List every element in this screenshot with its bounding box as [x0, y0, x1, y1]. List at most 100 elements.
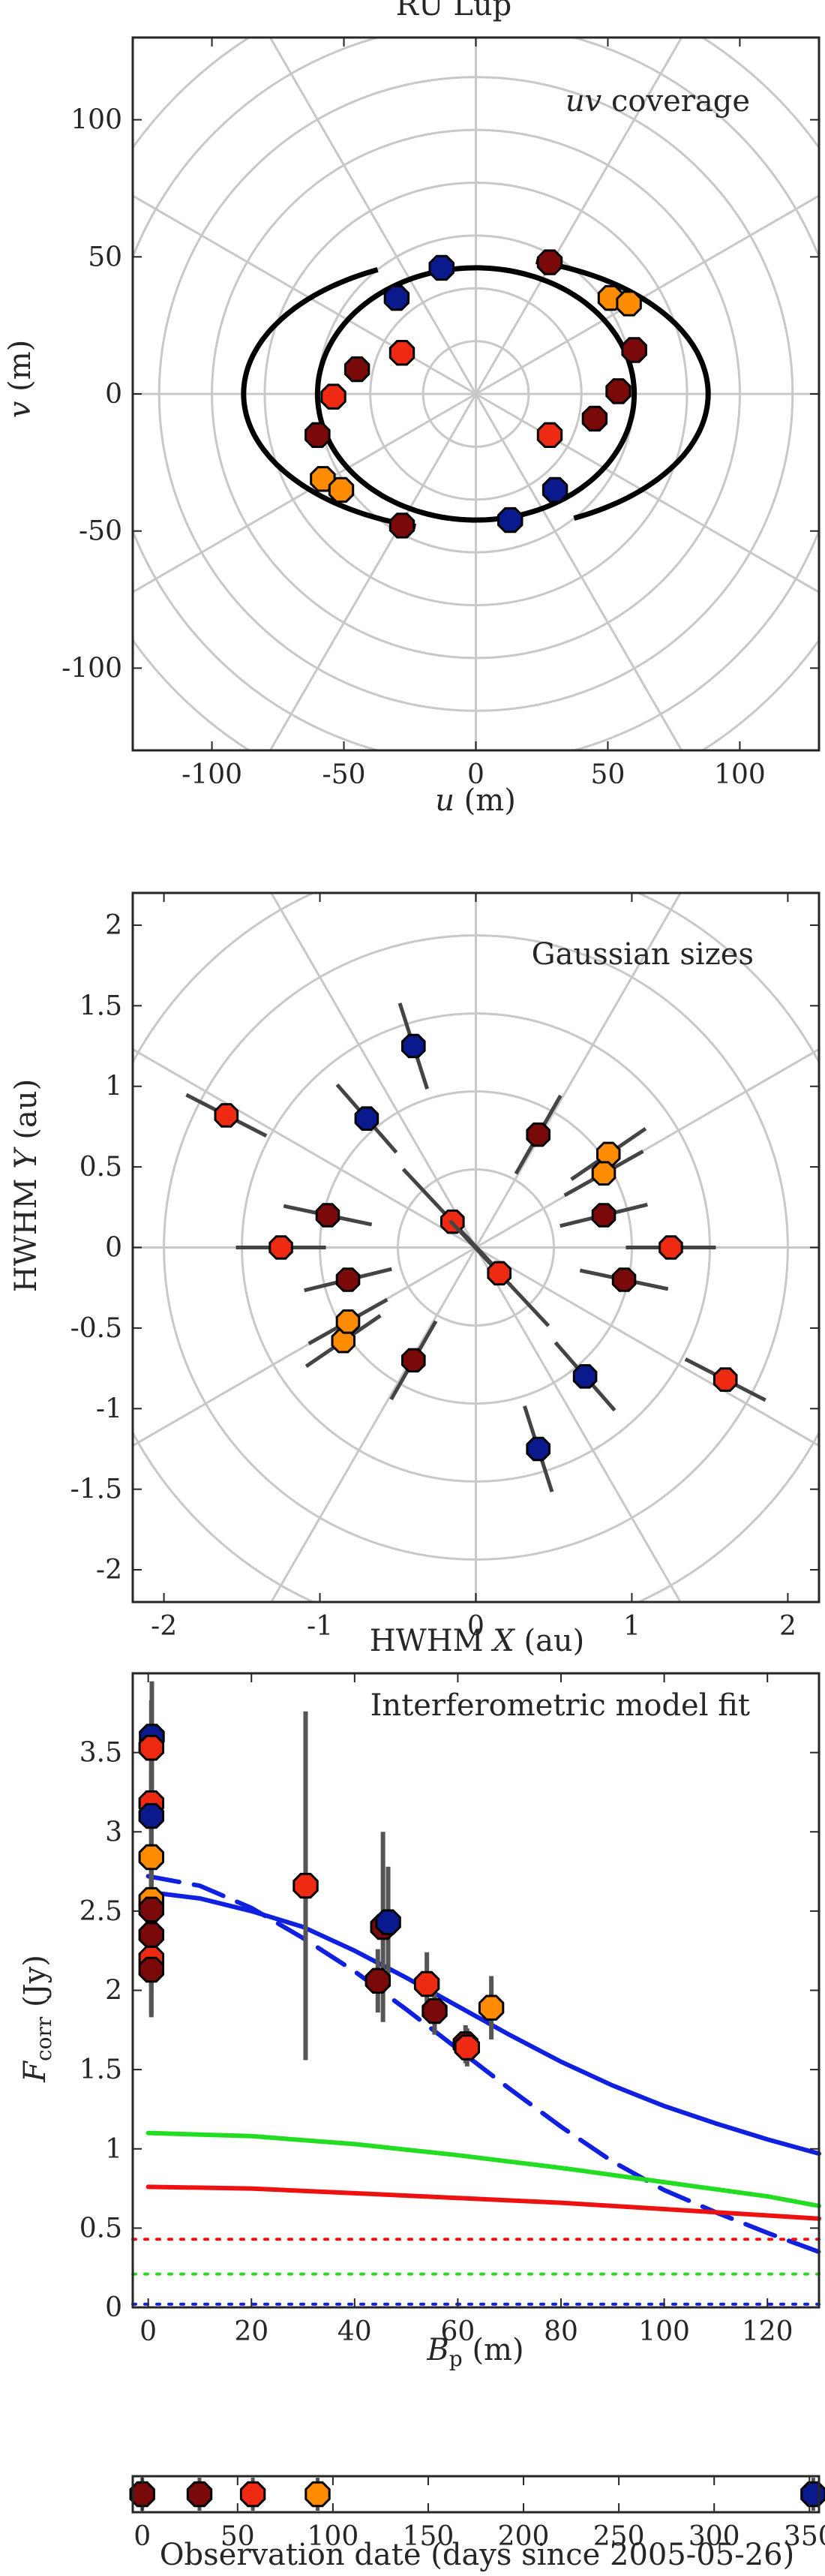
date-point	[239, 2481, 266, 2508]
uv-point	[581, 405, 608, 432]
size-point	[591, 1161, 616, 1186]
fit-y-tick-label: 2.5	[80, 1896, 122, 1927]
sizes-y-tick-label: -0.5	[70, 1313, 122, 1344]
sizes-x-axis-label: HWHM X (au)	[370, 1624, 585, 1658]
fit-point	[375, 1909, 401, 1935]
sizes-axes: -2 -1 0 1 2 -2 -1.5 -1 -0.5 0 0.5 1 1.5 2	[70, 891, 820, 1642]
uv-y-axis-label: v (m)	[3, 340, 38, 418]
uv-points	[304, 249, 647, 539]
model-fit-axes: 0 20 40 60 80 100 120 0 0.5 1 1.5 2 2.5 3 3.5	[80, 1672, 820, 2347]
uv-y-tick-label: 50	[88, 242, 122, 272]
sizes-grid-spoke	[475, 1246, 819, 1447]
sizes-title: Gaussian sizes	[532, 937, 754, 972]
size-point	[335, 1267, 361, 1292]
uv-x-tick-label: -100	[182, 759, 242, 790]
uv-track-outer-left	[241, 267, 416, 529]
model-fit-points	[138, 1681, 505, 2067]
gaussian-sizes-panel: -2 -1 0 1 2 -2 -1.5 -1 -0.5 0 0.5 1 1.5 2 Gaussian si…	[9, 891, 820, 1658]
size-point	[335, 1309, 361, 1334]
size-point	[315, 1203, 340, 1228]
model-curve	[146, 2184, 821, 2221]
uv-point	[388, 512, 416, 539]
dates-x-axis-label: Observation date (days since 2005-05-26)	[160, 2538, 795, 2572]
fit-x-tick-label: 40	[338, 2316, 372, 2347]
size-point	[331, 1328, 356, 1354]
fit-y-tick-label: 3.5	[80, 1738, 122, 1769]
size-point	[526, 1122, 550, 1147]
fit-y-tick-label: 3	[105, 1817, 122, 1847]
fit-point	[138, 1956, 164, 1983]
date-point	[304, 2481, 331, 2508]
date-point	[800, 2481, 825, 2508]
uv-grid-spoke	[133, 194, 477, 395]
sizes-x-tick-label: 0	[467, 1611, 484, 1642]
size-point	[354, 1106, 380, 1131]
fit-point	[292, 1872, 319, 1899]
fit-point	[454, 2034, 480, 2060]
dates-axes: 0 50 100 150 200 250 300 350	[131, 2475, 825, 2552]
model-curve	[146, 1874, 821, 2255]
fit-point	[364, 1967, 391, 1994]
uv-grid-spoke	[475, 194, 819, 395]
size-point	[401, 1033, 426, 1059]
uv-point	[605, 378, 632, 404]
uv-title: uv coverage	[566, 84, 750, 119]
size-point	[526, 1436, 550, 1462]
dates-x-tick-label: 150	[403, 2521, 454, 2552]
observation-dates-panel: 0 50 100 150 200 250 300 350 Observation date (…	[129, 2475, 825, 2572]
model-fit-y-axis-label: Fcorr (Jy)	[18, 1955, 56, 2083]
size-point	[658, 1235, 683, 1260]
sizes-y-tick-label: -2	[96, 1555, 122, 1586]
fit-x-tick-label: 80	[544, 2316, 578, 2347]
uv-grid-spoke	[475, 38, 683, 395]
uv-point	[536, 249, 563, 275]
fit-x-tick-label: 120	[742, 2316, 794, 2347]
dates-x-tick-label: 250	[593, 2521, 645, 2552]
uv-point	[428, 254, 454, 281]
uv-point	[497, 506, 524, 534]
fit-point	[138, 1802, 164, 1829]
fit-x-tick-label: 20	[234, 2316, 268, 2347]
fit-x-tick-label: 0	[140, 2316, 157, 2347]
fit-y-tick-label: 1.5	[80, 2054, 122, 2085]
sizes-grid-spoke	[475, 893, 682, 1249]
uv-x-tick-label: 50	[591, 759, 626, 790]
fit-point	[138, 1844, 164, 1871]
sizes-x-tick-label: -2	[151, 1611, 177, 1642]
uv-x-tick-label: 0	[467, 759, 484, 790]
sizes-grid-spoke	[475, 1048, 819, 1249]
uv-grid-spoke	[268, 38, 477, 395]
sizes-y-tick-label: 0	[105, 1233, 122, 1264]
uv-point	[304, 422, 331, 448]
uv-grid-spoke	[475, 392, 819, 594]
sizes-y-tick-label: -1.5	[70, 1474, 122, 1505]
model-fit-panel: 0 20 40 60 80 100 120 0 0.5 1 1.5 2 2.5 3 3.5 Interfer…	[18, 1672, 821, 2371]
fit-y-tick-label: 1	[105, 2134, 122, 2165]
fit-point	[138, 1896, 164, 1922]
fit-y-tick-label: 0	[105, 2292, 122, 2323]
sizes-y-axis-label: HWHM Y (au)	[9, 1079, 44, 1293]
uv-x-tick-label: 100	[714, 759, 766, 790]
uv-track-outer-right	[536, 259, 711, 521]
size-point	[712, 1367, 738, 1392]
dates-x-tick-label: 100	[308, 2521, 359, 2552]
sizes-y-tick-label: 0.5	[80, 1152, 122, 1183]
date-points	[129, 2478, 825, 2511]
fit-y-tick-label: 2	[105, 1976, 122, 2006]
sizes-polar-grid	[133, 893, 819, 1602]
sizes-grid-spoke	[475, 1246, 682, 1602]
dates-x-tick-label: 200	[498, 2521, 550, 2552]
model-fit-x-axis-label: Bp (m)	[426, 2333, 524, 2371]
uv-x-tick-label: -50	[322, 759, 366, 790]
fit-x-tick-label: 100	[638, 2316, 690, 2347]
uv-point	[621, 337, 647, 363]
sizes-points	[185, 1002, 766, 1492]
fit-point	[138, 1735, 164, 1761]
uv-point	[328, 476, 355, 503]
uv-y-tick-label: 0	[105, 379, 122, 410]
size-point	[401, 1348, 426, 1373]
date-point	[129, 2481, 155, 2508]
fit-point	[478, 1994, 505, 2021]
fit-x-tick-label: 60	[441, 2316, 476, 2347]
uv-point	[388, 340, 416, 366]
